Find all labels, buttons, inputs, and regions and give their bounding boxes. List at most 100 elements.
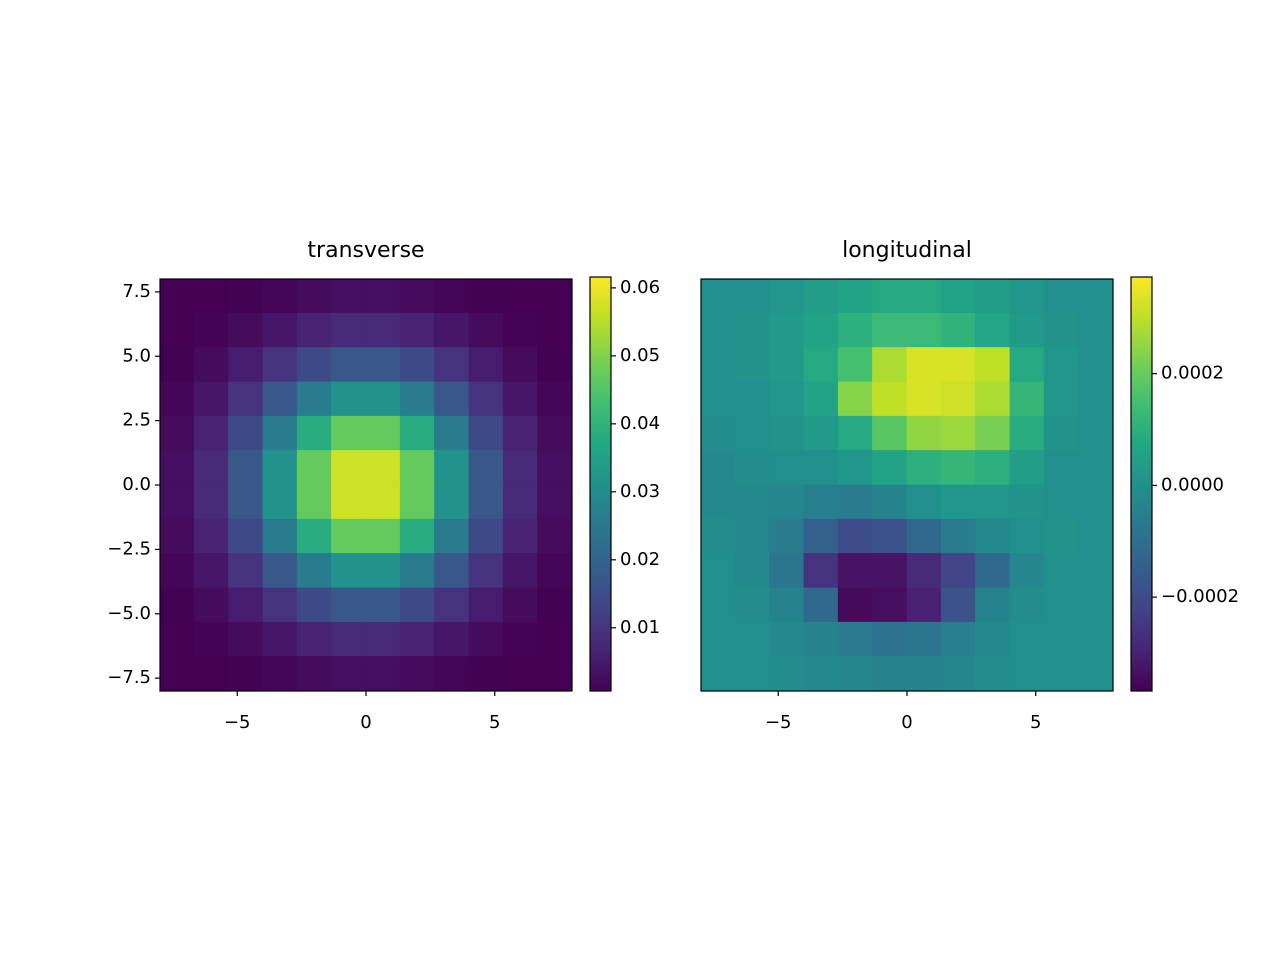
heatmap-cell [537,621,572,658]
heatmap-cell [537,553,572,589]
heatmap-cell [906,484,942,520]
y-tick-label: −5.0 [107,603,151,624]
heatmap-cell [468,518,504,555]
heatmap-cell [228,518,264,555]
heatmap-cell [734,518,771,555]
heatmap-cell [940,518,977,555]
heatmap-cell [434,518,470,555]
heatmap-cell [701,484,736,520]
heatmap-cell [1078,450,1113,486]
heatmap-cell [701,587,736,623]
heatmap-cell [502,587,539,623]
heatmap-cell [1078,381,1113,417]
heatmap-cell [872,553,908,589]
heatmap-cell [769,587,805,623]
heatmap-cell [1043,656,1080,691]
heatmap-cell [160,415,195,452]
heatmap-cell [837,656,874,691]
heatmap-cell [537,415,572,452]
heatmap-cell [262,518,298,555]
heatmap-cell [734,312,771,349]
heatmap-cell [331,518,367,555]
heatmap-cell [975,347,1011,383]
heatmap-cell [331,587,367,623]
heatmap-cell [734,415,771,452]
heatmap-cell [193,415,230,452]
heatmap-cell [837,621,874,658]
heatmap-cell [262,484,298,520]
heatmap-cell [769,312,805,349]
heatmap-cell [769,381,805,417]
heatmap-cell [399,347,436,383]
heatmap-cell [468,381,504,417]
heatmap-cell [399,621,436,658]
heatmap-cell [837,381,874,417]
heatmap-cell [537,656,572,691]
heatmap-cell [296,415,333,452]
heatmap-cell [803,381,839,417]
heatmap-cell [434,587,470,623]
heatmap-cell [1078,621,1113,658]
heatmap-cell [975,415,1011,452]
heatmap-cell [331,312,367,349]
heatmap-cell [193,518,230,555]
heatmap-cell [1009,347,1045,383]
colorbar-tick-label: 0.0000 [1161,474,1224,495]
heatmap-cell [365,518,401,555]
heatmap-cell [434,415,470,452]
heatmap-cell [331,381,367,417]
heatmap-cell [872,484,908,520]
heatmap-cell [769,621,805,658]
heatmap-cell [160,587,195,623]
heatmap-cell [228,621,264,658]
heatmap-cell [734,553,771,589]
heatmap-cell [228,312,264,349]
heatmap-cell [262,587,298,623]
heatmap-cell [228,450,264,486]
heatmap-cell [296,587,333,623]
heatmap-cell [296,347,333,383]
heatmap-cell [502,347,539,383]
heatmap-cell [734,381,771,417]
heatmap-cell [837,518,874,555]
heatmap-cell [296,553,333,589]
heatmap-cell [193,279,230,314]
heatmap-cell [1043,518,1080,555]
heatmap-cell [1078,656,1113,691]
heatmap-cell [1009,450,1045,486]
heatmap-cell [502,279,539,314]
heatmap-cell [1009,621,1045,658]
heatmap-cells [160,279,572,691]
heatmap-cell [1043,553,1080,589]
heatmap-cell [160,279,195,314]
heatmap-cell [1078,415,1113,452]
heatmap-cell [872,312,908,349]
heatmap-cell [872,450,908,486]
heatmap-cell [975,484,1011,520]
heatmap-cell [365,656,401,691]
heatmap-cell [331,415,367,452]
heatmap-cell [399,518,436,555]
colorbar-tick-label: 0.01 [620,617,660,638]
heatmap-cell [1078,312,1113,349]
heatmap-cell [1043,347,1080,383]
heatmap-cell [940,621,977,658]
heatmap-cell [906,656,942,691]
heatmap-cell [365,347,401,383]
heatmap-cell [837,450,874,486]
x-tick-label: −5 [224,712,251,733]
heatmap-cell [906,381,942,417]
heatmap-cell [1009,312,1045,349]
heatmap-cell [1043,381,1080,417]
colorbar-tick-label: 0.05 [620,345,660,366]
heatmap-cell [701,450,736,486]
heatmap-cell [399,656,436,691]
heatmap-cell [228,347,264,383]
heatmap-cell [537,312,572,349]
heatmap-cell [262,279,298,314]
heatmap-cell [193,587,230,623]
heatmap-cell [872,587,908,623]
heatmap-cell [262,381,298,417]
heatmap-cell [1078,279,1113,314]
heatmap-cell [803,621,839,658]
